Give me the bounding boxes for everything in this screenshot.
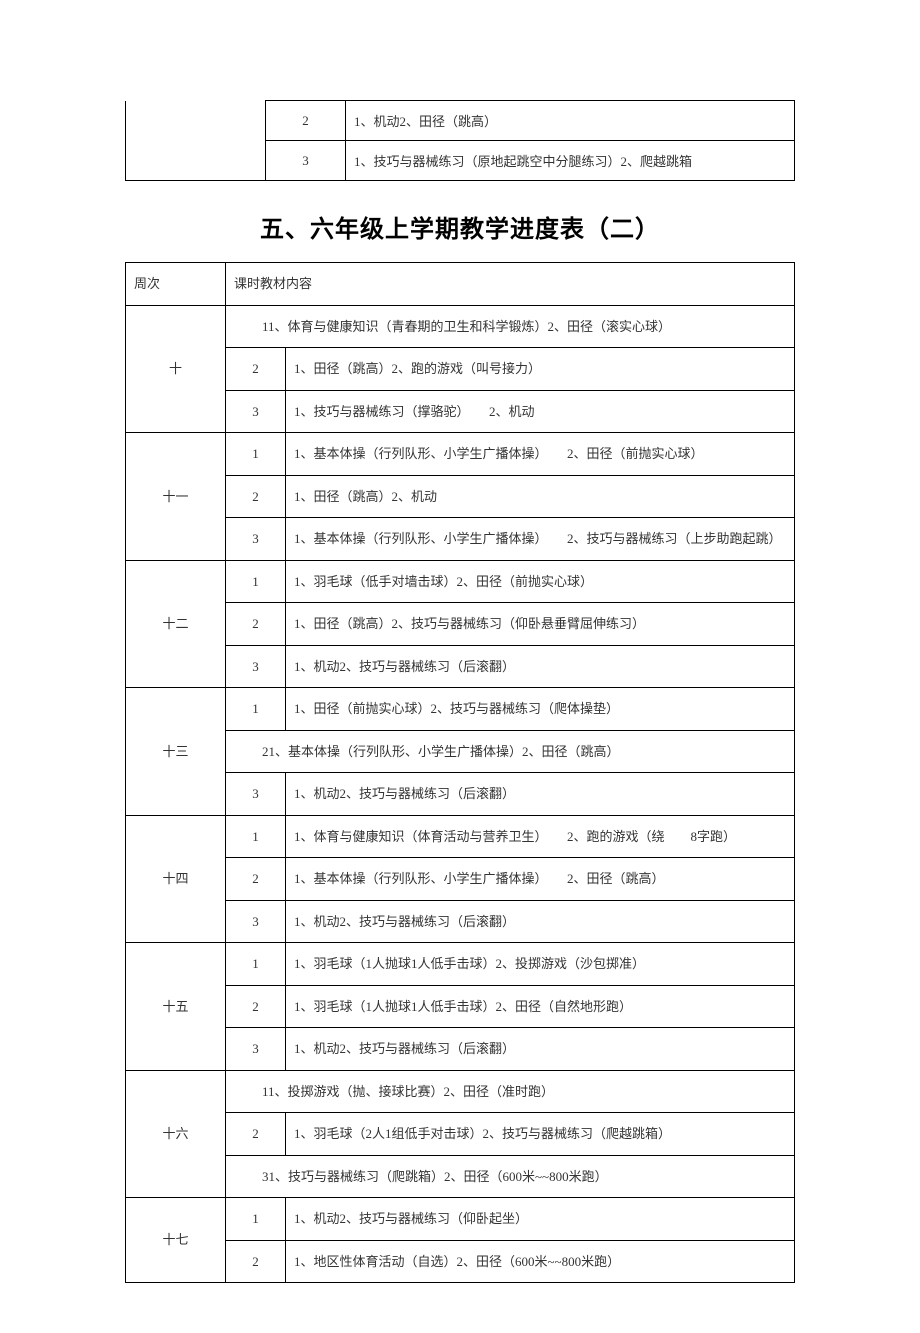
content-span-cell: 21、基本体操（行列队形、小学生广播体操）2、田径（跳高） — [226, 730, 795, 773]
content-cell: 1、羽毛球（1人抛球1人低手击球）2、田径（自然地形跑） — [286, 985, 795, 1028]
period-cell: 2 — [226, 858, 286, 901]
table-row: 31、机动2、技巧与器械练习（后滚翻） — [126, 773, 795, 816]
period-cell: 3 — [226, 390, 286, 433]
content-cell: 1、技巧与器械练习（原地起跳空中分腿练习）2、爬越跳箱 — [346, 141, 795, 181]
content-cell: 1、技巧与器械练习（撑骆驼） 2、机动 — [286, 390, 795, 433]
content-span-cell: 11、投掷游戏（抛、接球比赛）2、田径（准时跑） — [226, 1070, 795, 1113]
week-label-cell: 十 — [126, 305, 226, 433]
table-row: 31、机动2、技巧与器械练习（后滚翻） — [126, 645, 795, 688]
period-cell: 1 — [226, 560, 286, 603]
week-label-cell: 十二 — [126, 560, 226, 688]
period-cell: 2 — [226, 603, 286, 646]
content-cell: 1、羽毛球（低手对墙击球）2、田径（前抛实心球） — [286, 560, 795, 603]
content-cell: 1、羽毛球（2人1组低手对击球）2、技巧与器械练习（爬越跳箱） — [286, 1113, 795, 1156]
content-cell: 1、机动2、技巧与器械练习（后滚翻） — [286, 1028, 795, 1071]
period-cell: 2 — [226, 1240, 286, 1283]
table-row: 十四11、体育与健康知识（体育活动与营养卫生） 2、跑的游戏（绕 8字跑） — [126, 815, 795, 858]
content-cell: 1、基本体操（行列队形、小学生广播体操） 2、田径（前抛实心球） — [286, 433, 795, 476]
main-table-body: 周次课时教材内容十11、体育与健康知识（青春期的卫生和科学锻炼）2、田径（滚实心… — [126, 263, 795, 1283]
content-cell: 1、机动2、技巧与器械练习（仰卧起坐） — [286, 1198, 795, 1241]
week-label-cell: 十四 — [126, 815, 226, 943]
header-week-cell: 周次 — [126, 263, 226, 306]
content-cell: 1、田径（跳高）2、机动 — [286, 475, 795, 518]
content-cell: 1、基本体操（行列队形、小学生广播体操） 2、田径（跳高） — [286, 858, 795, 901]
period-cell: 3 — [226, 518, 286, 561]
content-cell: 1、田径（跳高）2、技巧与器械练习（仰卧悬垂臂屈伸练习） — [286, 603, 795, 646]
week-label-cell: 十三 — [126, 688, 226, 816]
period-cell: 2 — [226, 1113, 286, 1156]
week-cell — [126, 141, 266, 181]
table-row: 十六11、投掷游戏（抛、接球比赛）2、田径（准时跑） — [126, 1070, 795, 1113]
period-cell: 1 — [226, 943, 286, 986]
period-cell: 3 — [226, 1028, 286, 1071]
table-row: 十七11、机动2、技巧与器械练习（仰卧起坐） — [126, 1198, 795, 1241]
period-cell: 3 — [226, 773, 286, 816]
period-cell: 1 — [226, 815, 286, 858]
period-cell: 1 — [226, 1198, 286, 1241]
table-row: 十二11、羽毛球（低手对墙击球）2、田径（前抛实心球） — [126, 560, 795, 603]
table-row: 31、基本体操（行列队形、小学生广播体操） 2、技巧与器械练习（上步助跑起跳） — [126, 518, 795, 561]
content-cell: 1、地区性体育活动（自选）2、田径（600米~~800米跑） — [286, 1240, 795, 1283]
table-row: 21、机动2、田径（跳高） — [126, 101, 795, 141]
table-row: 21、田径（跳高）2、机动 — [126, 475, 795, 518]
main-schedule-table: 周次课时教材内容十11、体育与健康知识（青春期的卫生和科学锻炼）2、田径（滚实心… — [125, 262, 795, 1283]
period-cell: 3 — [226, 900, 286, 943]
period-cell: 3 — [226, 645, 286, 688]
table-row: 十三11、田径（前抛实心球）2、技巧与器械练习（爬体操垫） — [126, 688, 795, 731]
table-row: 21、基本体操（行列队形、小学生广播体操） 2、田径（跳高） — [126, 858, 795, 901]
table-row: 31、技巧与器械练习（爬跳箱）2、田径（600米~~800米跑） — [126, 1155, 795, 1198]
top-table-body: 21、机动2、田径（跳高）31、技巧与器械练习（原地起跳空中分腿练习）2、爬越跳… — [126, 101, 795, 181]
table-row: 21、羽毛球（1人抛球1人低手击球）2、田径（自然地形跑） — [126, 985, 795, 1028]
content-cell: 1、机动2、田径（跳高） — [346, 101, 795, 141]
header-row: 周次课时教材内容 — [126, 263, 795, 306]
table-row: 21、基本体操（行列队形、小学生广播体操）2、田径（跳高） — [126, 730, 795, 773]
content-span-cell: 11、体育与健康知识（青春期的卫生和科学锻炼）2、田径（滚实心球） — [226, 305, 795, 348]
period-cell: 2 — [226, 475, 286, 518]
period-cell: 1 — [226, 688, 286, 731]
content-cell: 1、体育与健康知识（体育活动与营养卫生） 2、跑的游戏（绕 8字跑） — [286, 815, 795, 858]
table-row: 31、技巧与器械练习（原地起跳空中分腿练习）2、爬越跳箱 — [126, 141, 795, 181]
table-row: 十一11、基本体操（行列队形、小学生广播体操） 2、田径（前抛实心球） — [126, 433, 795, 476]
table-row: 21、田径（跳高）2、跑的游戏（叫号接力） — [126, 348, 795, 391]
table-row: 十五11、羽毛球（1人抛球1人低手击球）2、投掷游戏（沙包掷准） — [126, 943, 795, 986]
period-cell: 3 — [266, 141, 346, 181]
week-label-cell: 十五 — [126, 943, 226, 1071]
week-label-cell: 十七 — [126, 1198, 226, 1283]
main-title: 五、六年级上学期教学进度表（二） — [125, 209, 795, 244]
top-partial-table: 21、机动2、田径（跳高）31、技巧与器械练习（原地起跳空中分腿练习）2、爬越跳… — [125, 100, 795, 181]
table-row: 31、机动2、技巧与器械练习（后滚翻） — [126, 1028, 795, 1071]
table-row: 21、羽毛球（2人1组低手对击球）2、技巧与器械练习（爬越跳箱） — [126, 1113, 795, 1156]
period-cell: 2 — [226, 348, 286, 391]
header-content-cell: 课时教材内容 — [226, 263, 795, 306]
week-label-cell: 十六 — [126, 1070, 226, 1198]
content-cell: 1、田径（前抛实心球）2、技巧与器械练习（爬体操垫） — [286, 688, 795, 731]
table-row: 21、地区性体育活动（自选）2、田径（600米~~800米跑） — [126, 1240, 795, 1283]
table-row: 31、技巧与器械练习（撑骆驼） 2、机动 — [126, 390, 795, 433]
content-cell: 1、田径（跳高）2、跑的游戏（叫号接力） — [286, 348, 795, 391]
table-row: 31、机动2、技巧与器械练习（后滚翻） — [126, 900, 795, 943]
content-span-cell: 31、技巧与器械练习（爬跳箱）2、田径（600米~~800米跑） — [226, 1155, 795, 1198]
content-cell: 1、机动2、技巧与器械练习（后滚翻） — [286, 645, 795, 688]
period-cell: 2 — [226, 985, 286, 1028]
content-cell: 1、机动2、技巧与器械练习（后滚翻） — [286, 900, 795, 943]
week-cell — [126, 101, 266, 141]
table-row: 21、田径（跳高）2、技巧与器械练习（仰卧悬垂臂屈伸练习） — [126, 603, 795, 646]
content-cell: 1、机动2、技巧与器械练习（后滚翻） — [286, 773, 795, 816]
content-cell: 1、羽毛球（1人抛球1人低手击球）2、投掷游戏（沙包掷准） — [286, 943, 795, 986]
week-label-cell: 十一 — [126, 433, 226, 561]
period-cell: 2 — [266, 101, 346, 141]
content-cell: 1、基本体操（行列队形、小学生广播体操） 2、技巧与器械练习（上步助跑起跳） — [286, 518, 795, 561]
table-row: 十11、体育与健康知识（青春期的卫生和科学锻炼）2、田径（滚实心球） — [126, 305, 795, 348]
period-cell: 1 — [226, 433, 286, 476]
